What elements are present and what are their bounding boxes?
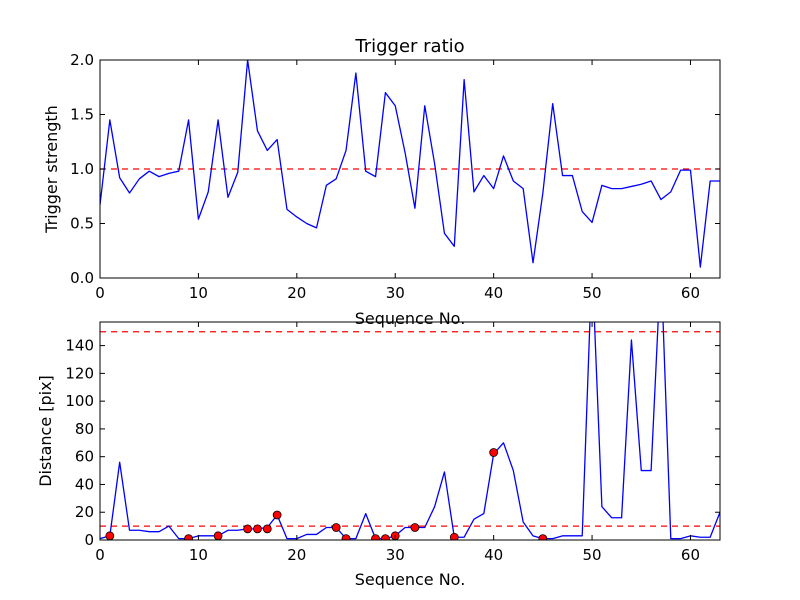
plot-area bbox=[100, 60, 720, 268]
y-axis-label: Distance [pix] bbox=[36, 375, 55, 487]
y-tick-label: 80 bbox=[75, 420, 94, 438]
x-tick-label: 10 bbox=[189, 284, 208, 302]
y-tick-label: 1.0 bbox=[70, 160, 94, 178]
data-point-marker bbox=[331, 523, 341, 532]
data-point-marker bbox=[243, 524, 253, 534]
y-tick-label: 0.5 bbox=[70, 215, 94, 233]
x-tick-label: 60 bbox=[681, 546, 700, 564]
data-point-marker bbox=[262, 524, 272, 534]
y-tick-label: 60 bbox=[75, 448, 94, 466]
y-ticks: 0.0 0.5 1.0 1.5 2.0 bbox=[70, 51, 720, 287]
series-line bbox=[100, 322, 720, 540]
y-tick-label: 100 bbox=[65, 392, 94, 410]
y-tick-label: 2.0 bbox=[70, 51, 94, 69]
y-ticks: 0 20 40 60 80 100 120 140 bbox=[65, 337, 720, 549]
x-axis-label: Sequence No. bbox=[355, 309, 466, 328]
axes-frame bbox=[99, 321, 721, 541]
y-tick-label: 1.5 bbox=[70, 106, 94, 124]
data-point-marker bbox=[272, 510, 282, 520]
y-tick-label: 20 bbox=[75, 503, 94, 521]
y-axis-label: Trigger strength bbox=[42, 105, 61, 234]
data-point-marker bbox=[371, 534, 380, 540]
data-point-marker bbox=[380, 534, 390, 540]
x-tick-label: 50 bbox=[583, 284, 602, 302]
y-tick-label: 0 bbox=[84, 531, 94, 549]
x-tick-label: 20 bbox=[287, 546, 306, 564]
data-point-marker bbox=[213, 531, 223, 540]
x-tick-label: 10 bbox=[189, 546, 208, 564]
x-tick-label: 30 bbox=[386, 546, 405, 564]
data-point-marker bbox=[341, 534, 351, 540]
trigger-ratio-chart: Trigger ratio 0 10 20 30 40 50 60 0.0 0.5 1.0 1.5… bbox=[42, 36, 721, 328]
data-point-marker bbox=[253, 524, 262, 534]
x-ticks: 0 10 20 30 40 50 60 bbox=[95, 322, 700, 564]
x-tick-label: 30 bbox=[386, 284, 405, 302]
chart-title: Trigger ratio bbox=[354, 36, 464, 57]
data-point-marker bbox=[184, 534, 193, 540]
x-tick-label: 50 bbox=[583, 546, 602, 564]
x-tick-label: 0 bbox=[95, 546, 105, 564]
data-point-marker bbox=[538, 534, 548, 540]
reference-lines-group bbox=[100, 331, 720, 527]
x-tick-label: 40 bbox=[484, 546, 503, 564]
y-tick-label: 120 bbox=[65, 364, 94, 382]
data-point-marker bbox=[449, 532, 459, 540]
x-ticks: 0 10 20 30 40 50 60 bbox=[95, 60, 700, 302]
plot-area bbox=[100, 322, 720, 540]
data-point-marker bbox=[105, 531, 115, 540]
data-point-marker bbox=[489, 448, 499, 457]
series-line bbox=[100, 60, 720, 268]
x-axis-label: Sequence No. bbox=[355, 570, 466, 589]
x-tick-label: 20 bbox=[287, 284, 306, 302]
y-tick-label: 140 bbox=[65, 337, 94, 355]
y-tick-label: 0.0 bbox=[70, 269, 94, 287]
x-tick-label: 60 bbox=[681, 284, 700, 302]
data-point-marker bbox=[410, 523, 420, 532]
x-tick-label: 40 bbox=[484, 284, 503, 302]
x-tick-label: 0 bbox=[95, 284, 105, 302]
y-tick-label: 40 bbox=[75, 475, 94, 493]
distance-chart: 0 10 20 30 40 50 60 0 20 40 60 80 100 120 140 Sequenc… bbox=[36, 321, 721, 589]
